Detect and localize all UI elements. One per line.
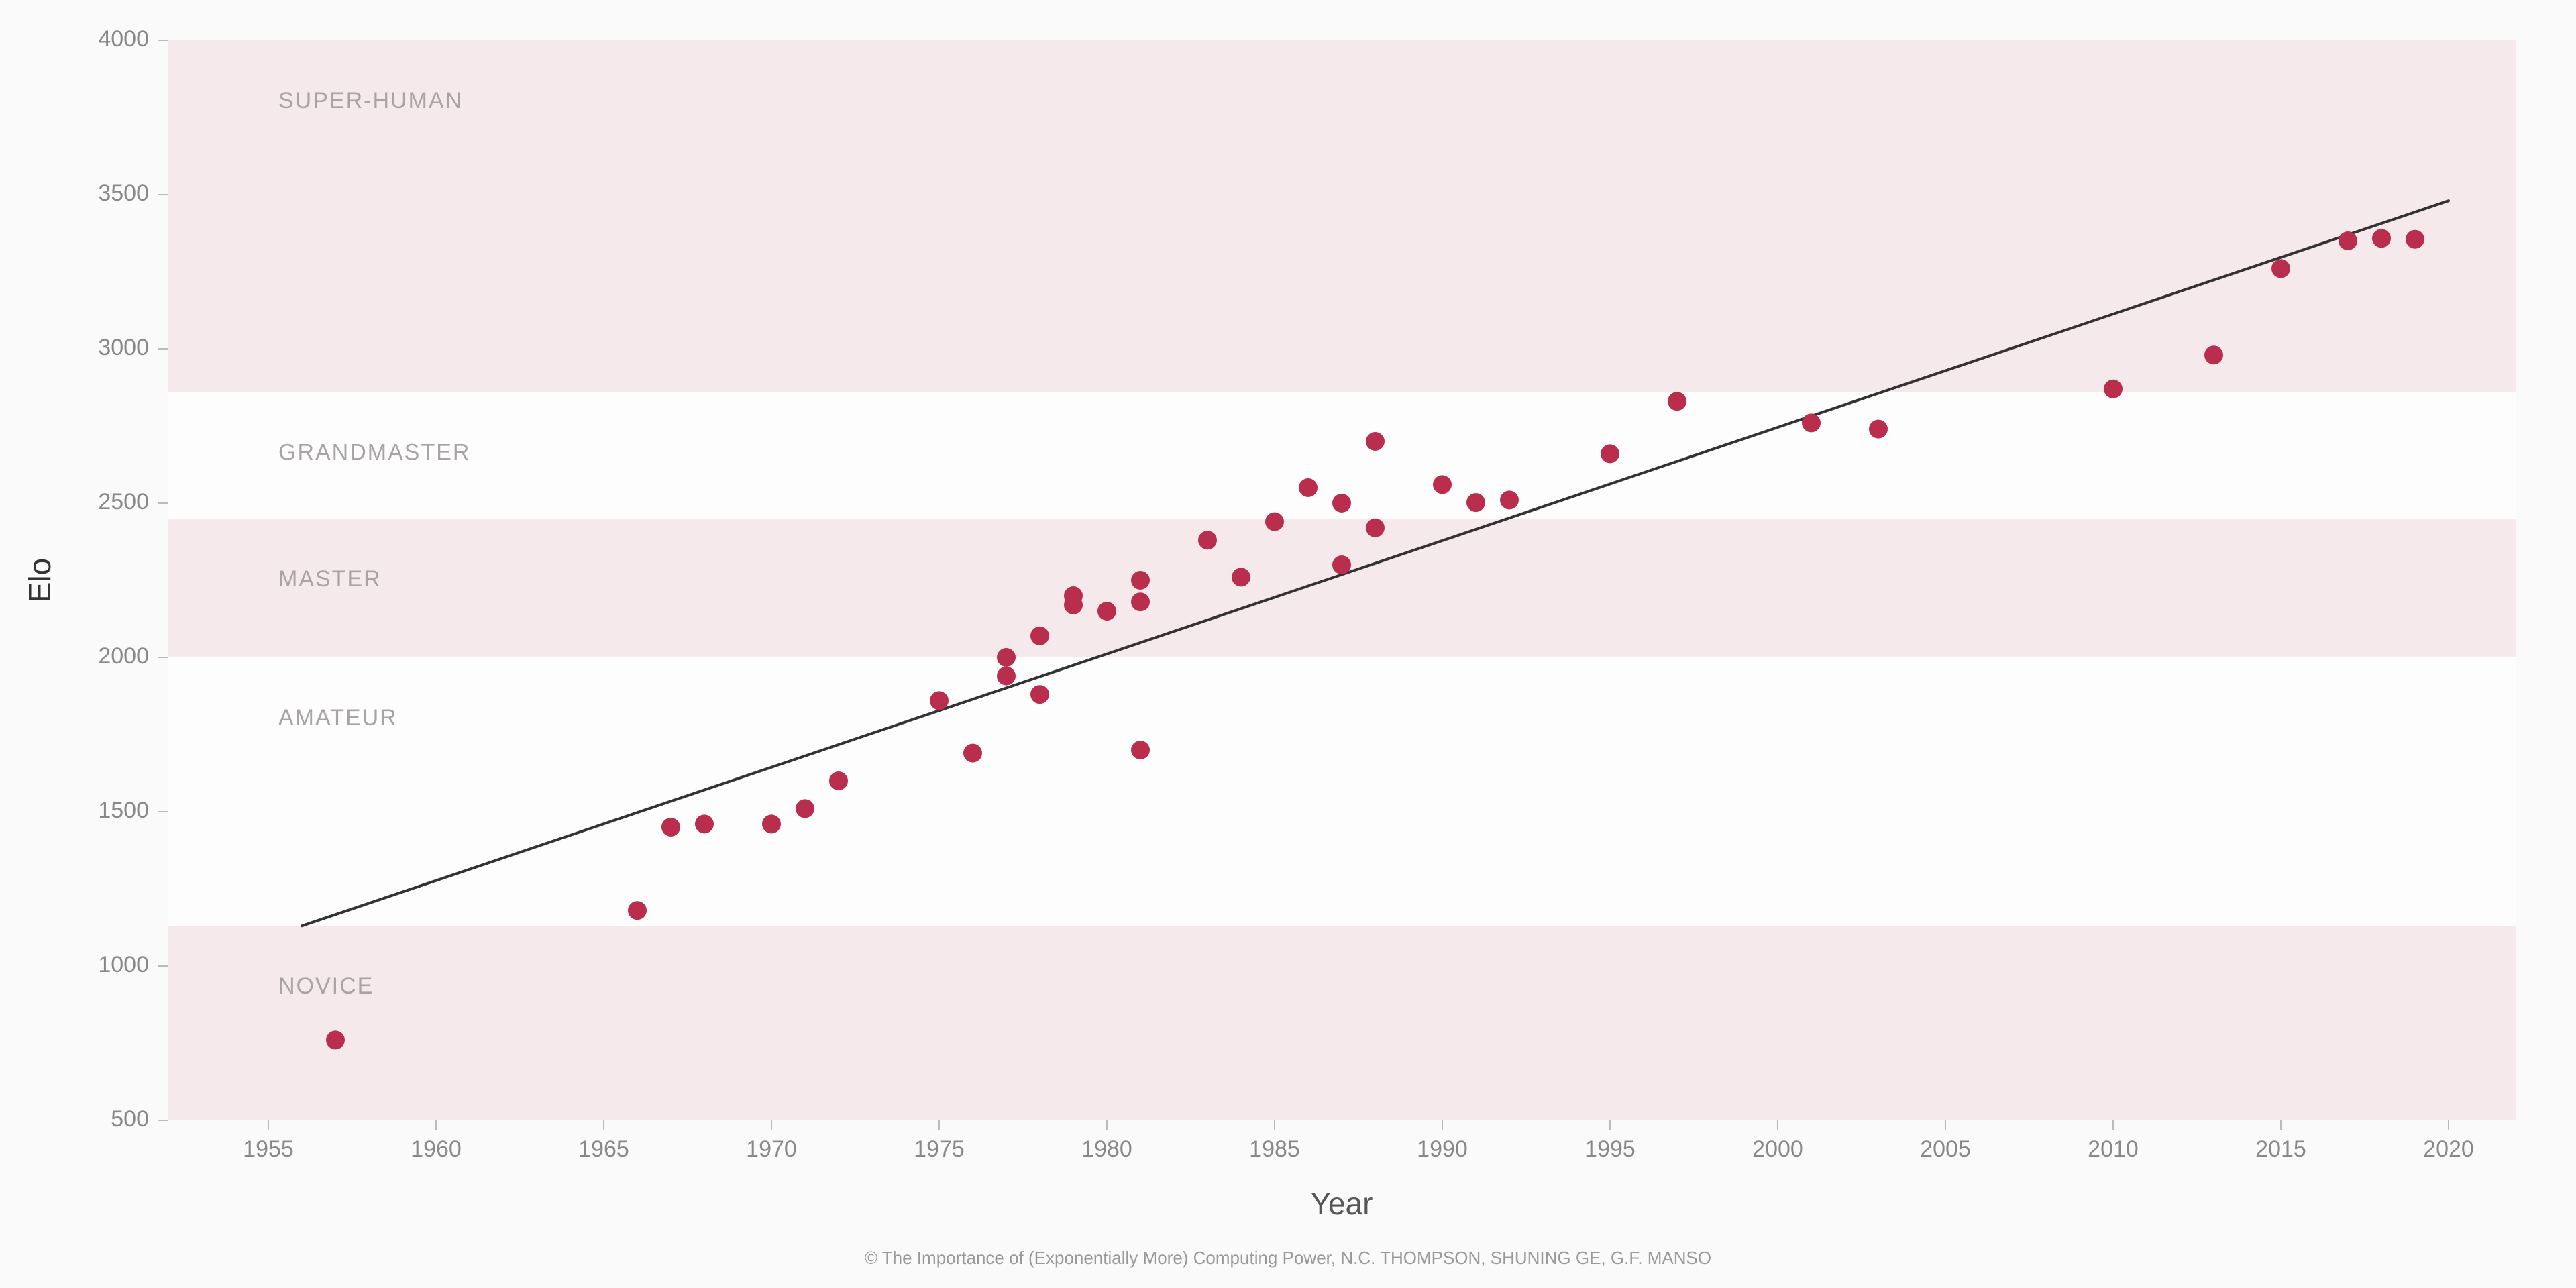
data-point — [1332, 494, 1351, 513]
data-point — [1366, 432, 1385, 451]
data-point — [1097, 602, 1116, 621]
x-tick-label: 1980 — [1081, 1136, 1132, 1162]
data-point — [1668, 392, 1686, 411]
x-tick-label: 1970 — [746, 1136, 797, 1162]
data-point — [930, 691, 949, 710]
data-point — [1131, 592, 1150, 611]
data-point — [2104, 380, 2123, 398]
chart-container: NOVICE AMATEUR MASTER GRANDMASTER SUPER-HUMA… — [0, 0, 2576, 1288]
y-tick-label: 1000 — [98, 952, 149, 977]
band-label: MASTER — [278, 566, 382, 592]
band-master — [168, 519, 2516, 657]
band-label: NOVICE — [278, 973, 374, 999]
x-tick-label: 1965 — [578, 1136, 629, 1162]
y-axis-label: Elo — [22, 558, 57, 602]
x-tick-label: 1960 — [411, 1136, 462, 1162]
y-tick-label: 2500 — [98, 489, 149, 515]
y-tick-label: 500 — [111, 1106, 149, 1132]
band-novice — [168, 926, 2516, 1120]
data-point — [829, 771, 848, 790]
x-tick-label: 2010 — [2088, 1136, 2139, 1162]
x-tick-label: 2015 — [2255, 1136, 2306, 1162]
data-point — [661, 818, 680, 837]
y-tick-label: 3000 — [98, 335, 149, 360]
data-point — [695, 814, 714, 833]
data-point — [1131, 571, 1150, 590]
data-point — [1433, 475, 1452, 494]
data-point — [2406, 230, 2424, 249]
band-label: GRANDMASTER — [278, 439, 470, 465]
x-tick-label: 2020 — [2423, 1136, 2474, 1162]
data-point — [628, 901, 647, 920]
band-label: SUPER-HUMAN — [278, 88, 463, 113]
data-point — [1030, 685, 1049, 704]
x-tick-label: 2000 — [1752, 1136, 1803, 1162]
data-point — [1131, 741, 1150, 759]
band-amateur — [168, 657, 2516, 926]
data-point — [1500, 490, 1519, 509]
y-tick-label: 2000 — [98, 643, 149, 669]
chart-caption: © The Importance of (Exponentially More)… — [865, 1248, 1711, 1268]
data-point — [963, 744, 982, 763]
data-point — [1030, 627, 1049, 645]
data-point — [997, 667, 1016, 686]
y-tick-label: 1500 — [98, 798, 149, 823]
data-point — [2372, 229, 2391, 248]
x-tick-label: 1975 — [914, 1136, 965, 1162]
elo-scatter-chart: NOVICE AMATEUR MASTER GRANDMASTER SUPER-HUMA… — [0, 0, 2576, 1288]
y-tick-label: 3500 — [98, 180, 149, 206]
data-point — [2339, 231, 2357, 250]
data-point — [1366, 519, 1385, 537]
data-point — [1265, 513, 1284, 531]
data-point — [2204, 345, 2223, 364]
data-point — [1198, 531, 1217, 549]
data-point — [796, 799, 814, 818]
data-point — [1332, 555, 1351, 574]
data-point — [2271, 259, 2290, 278]
x-tick-label: 1990 — [1417, 1136, 1468, 1162]
data-point — [1601, 444, 1619, 463]
band-super-human — [168, 40, 2516, 392]
data-point — [997, 648, 1016, 667]
bands: NOVICE AMATEUR MASTER GRANDMASTER SUPER-HUMA… — [168, 40, 2516, 1120]
x-axis-label: Year — [1311, 1186, 1373, 1221]
data-point — [1869, 420, 1888, 439]
x-tick-label: 1995 — [1585, 1136, 1635, 1162]
band-label: AMATEUR — [278, 705, 398, 731]
data-point — [1466, 493, 1485, 512]
data-point — [1802, 413, 1821, 432]
x-tick-label: 1955 — [243, 1136, 294, 1162]
data-point — [1064, 586, 1083, 605]
data-point — [1232, 568, 1250, 586]
x-tick-label: 2005 — [1920, 1136, 1971, 1162]
y-tick-label: 4000 — [98, 26, 149, 52]
data-point — [762, 814, 781, 833]
x-tick-label: 1985 — [1249, 1136, 1300, 1162]
data-point — [326, 1030, 345, 1049]
data-point — [1299, 478, 1318, 497]
